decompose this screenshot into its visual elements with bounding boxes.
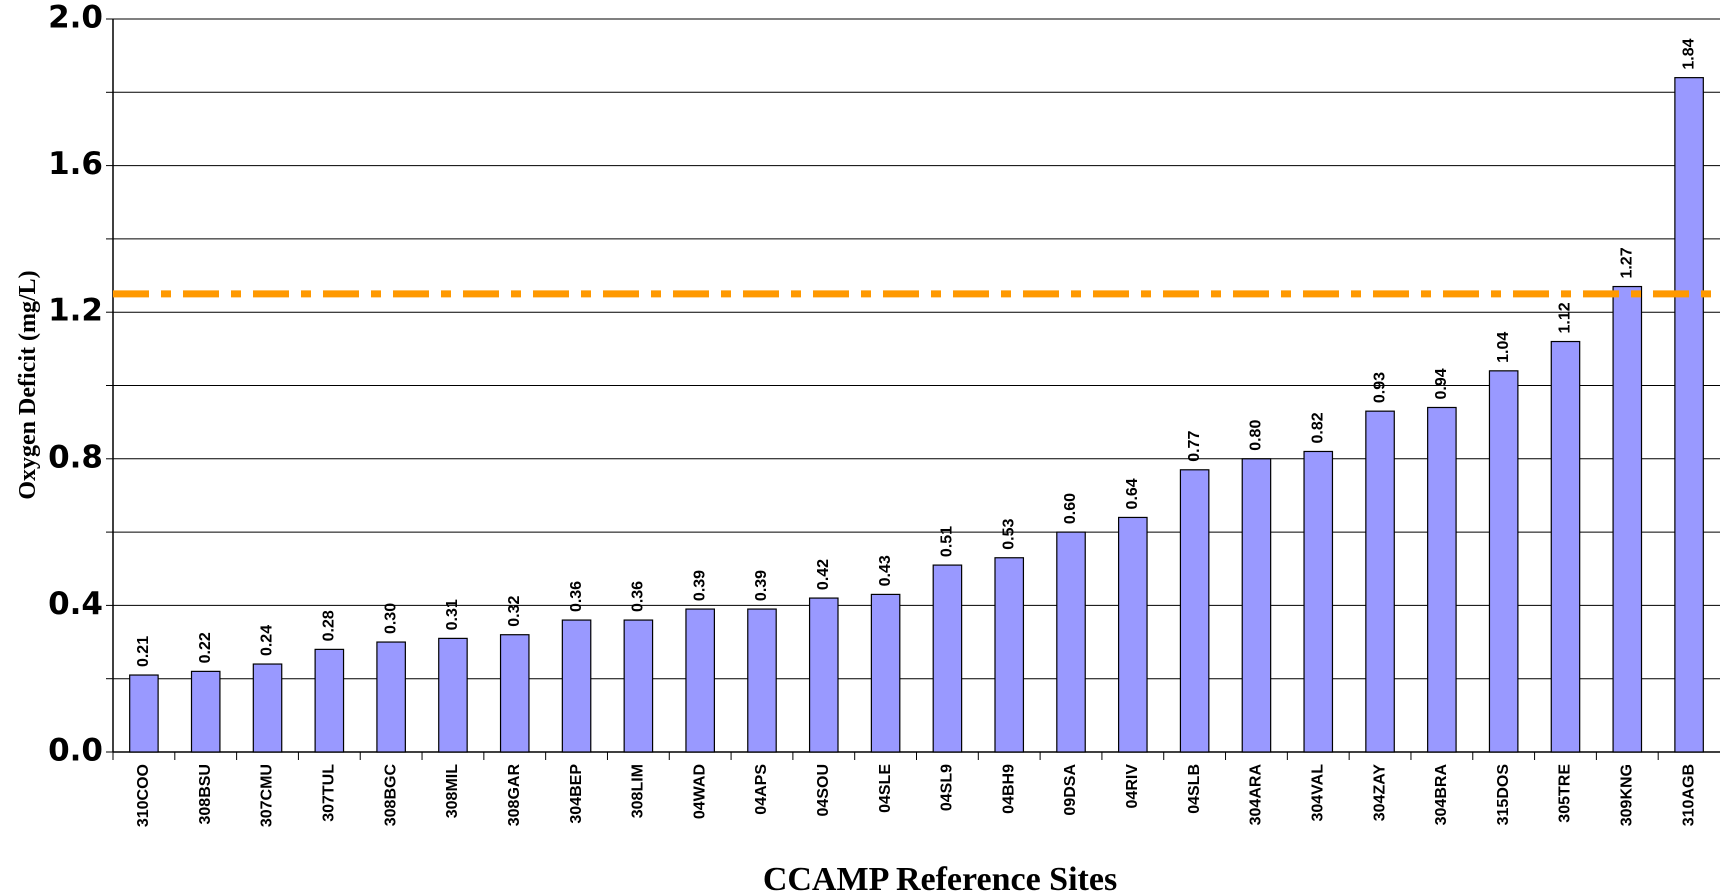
bar [932, 564, 963, 753]
value-label: 0.94 [1433, 368, 1450, 399]
x-tick-label: 307CMU [259, 764, 276, 827]
value-label: 0.24 [259, 625, 276, 656]
value-label: 0.39 [691, 570, 708, 601]
value-label: 0.36 [630, 581, 647, 612]
x-tick-label: 04SOU [815, 764, 832, 816]
x-tick-label: 04WAD [691, 764, 708, 819]
x-tick-label: 04APS [753, 764, 770, 815]
x-tick-label: 04BH9 [1000, 764, 1017, 814]
x-tick-label: 304VAL [1309, 764, 1326, 822]
x-tick-label: 308LIM [630, 764, 647, 818]
bar [870, 593, 901, 753]
y-axis-title: Oxygen Deficit (mg/L) [15, 270, 41, 499]
bar [1488, 370, 1519, 753]
value-label: 1.84 [1680, 38, 1697, 69]
bar [994, 557, 1025, 753]
value-label: 0.21 [135, 636, 152, 667]
bar [1118, 516, 1148, 753]
bar [1365, 410, 1395, 753]
value-label: 0.32 [506, 595, 523, 626]
bar [1056, 531, 1086, 753]
y-tick-label: 0.4 [48, 586, 103, 622]
value-label: 0.60 [1062, 493, 1079, 524]
x-axis-title: CCAMP Reference Sites [763, 861, 1117, 895]
y-tick-label: 1.2 [48, 293, 103, 329]
bar [1674, 77, 1704, 753]
value-label: 0.93 [1371, 372, 1388, 403]
bar [376, 641, 406, 753]
x-tick-label: 304ZAY [1371, 764, 1388, 822]
x-tick-label: 304BRA [1433, 764, 1450, 826]
value-label: 1.04 [1495, 332, 1512, 363]
bar [1241, 458, 1272, 753]
x-tick-label: 04RIV [1124, 764, 1141, 809]
value-label: 0.80 [1248, 420, 1265, 451]
value-label: 0.51 [939, 526, 956, 557]
x-tick-label: 308GAR [506, 764, 523, 827]
bar [685, 608, 715, 753]
x-tick-label: 04SLE [877, 764, 894, 813]
bar [1427, 406, 1457, 753]
x-tick-label: 310COO [135, 764, 152, 827]
x-tick-label: 307TUL [321, 764, 338, 822]
value-label: 0.77 [1186, 431, 1203, 462]
value-label: 0.28 [321, 610, 338, 641]
value-label: 1.27 [1619, 247, 1636, 278]
bar [1612, 285, 1643, 753]
x-tick-label: 304ARA [1248, 764, 1265, 826]
bar [438, 637, 468, 753]
x-tick-label: 308BGC [382, 764, 399, 827]
value-label: 0.39 [753, 570, 770, 601]
x-tick-label: 304BEP [568, 764, 585, 824]
bar [747, 608, 777, 753]
y-tick-label: 2.0 [48, 0, 103, 36]
x-tick-label: 305TRE [1557, 764, 1574, 823]
value-label: 0.64 [1124, 478, 1141, 509]
bar [1550, 340, 1581, 753]
bar [561, 619, 592, 753]
value-label: 0.43 [877, 555, 894, 586]
x-tick-label: 308MIL [444, 764, 461, 818]
value-label: 0.30 [382, 603, 399, 634]
bar [1303, 450, 1334, 753]
y-tick-label: 0.0 [48, 733, 103, 769]
x-tick-label: 310AGB [1680, 764, 1697, 826]
x-tick-label: 04SL9 [939, 764, 956, 811]
value-label: 0.36 [568, 581, 585, 612]
bar [190, 670, 221, 753]
value-label: 0.42 [815, 559, 832, 590]
value-label: 0.53 [1000, 519, 1017, 550]
value-label: 0.31 [444, 599, 461, 630]
bar [623, 619, 654, 753]
x-tick-label: 308BSU [197, 764, 214, 824]
x-tick-label: 04SLB [1186, 764, 1203, 814]
x-tick-label: 09DSA [1062, 764, 1079, 816]
value-label: 1.12 [1557, 302, 1574, 333]
x-tick-label: 309KNG [1619, 764, 1636, 826]
bar [808, 597, 839, 753]
x-tick-label: 315DOS [1495, 764, 1512, 826]
y-tick-label: 0.8 [48, 439, 103, 475]
bar [129, 674, 159, 753]
y-tick-label: 1.6 [48, 146, 103, 182]
bar [1179, 469, 1210, 753]
bar [252, 663, 283, 753]
bar [499, 634, 530, 753]
value-label: 0.22 [197, 632, 214, 663]
bar [314, 648, 345, 753]
value-label: 0.82 [1309, 412, 1326, 443]
